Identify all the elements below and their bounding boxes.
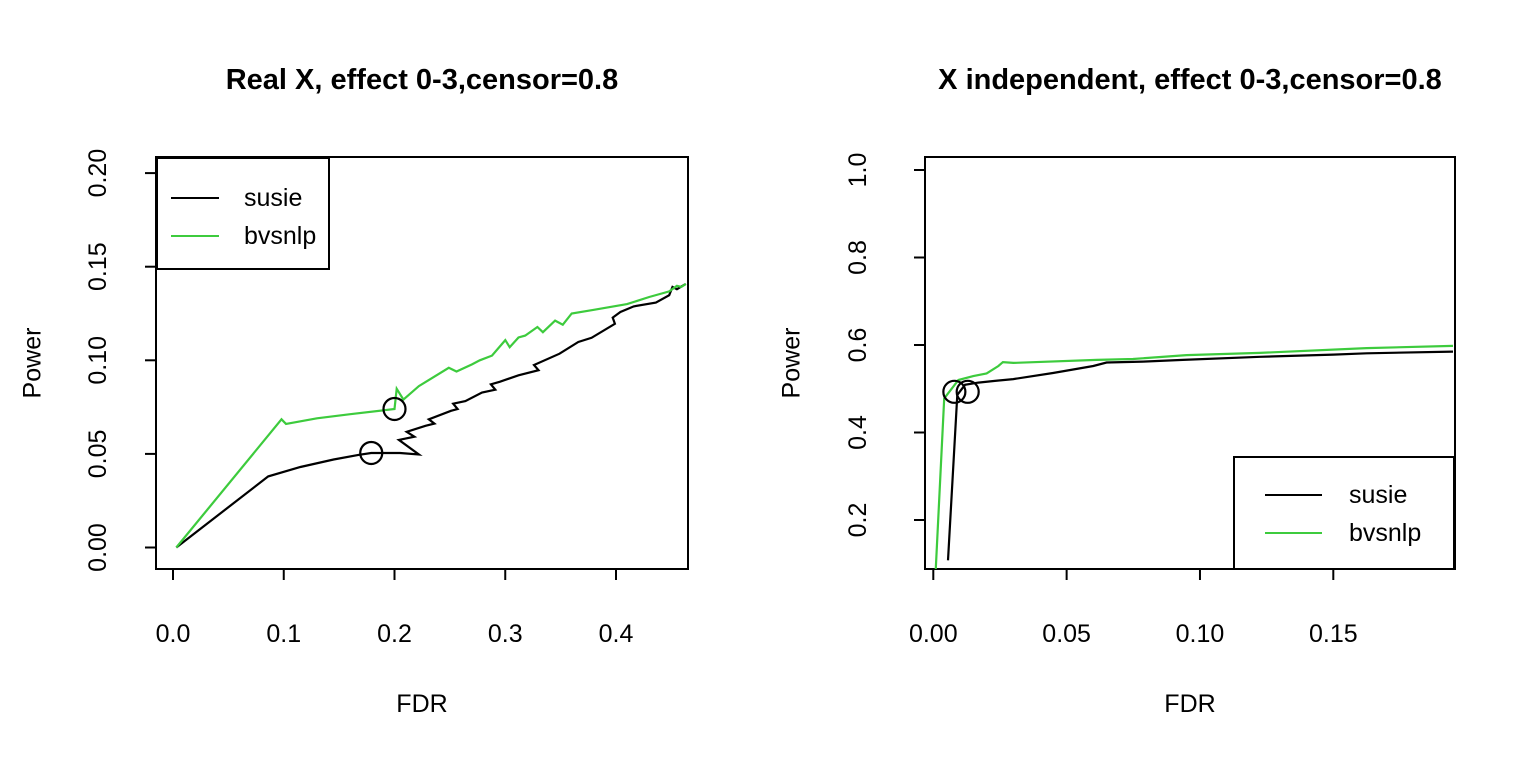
- x-axis: 0.0 0.1 0.2 0.3 0.4: [156, 569, 634, 648]
- susie-curve: [946, 350, 1454, 561]
- x-tick-label: 0.3: [488, 620, 523, 648]
- y-tick-label: 1.0: [844, 153, 872, 188]
- y-axis: 0.2 0.4 0.6 0.8 1.0: [844, 153, 925, 538]
- bvsnlp-threshold-marker: [382, 396, 407, 422]
- x-tick-label: 0.1: [266, 620, 301, 648]
- legend-entry-bvsnlp: bvsnlp: [1235, 514, 1453, 552]
- x-tick-label: 0.05: [1042, 620, 1091, 648]
- left-plot: 0.0 0.1 0.2 0.3 0.4 0.00 0.05 0.10 0.15 0.20: [84, 149, 689, 648]
- right-legend: susie bvsnlp: [1233, 456, 1455, 570]
- legend-label: bvsnlp: [244, 221, 317, 250]
- susie-curve: [175, 282, 687, 549]
- bvsnlp-threshold-marker: [942, 379, 967, 404]
- y-tick-label: 0.00: [84, 523, 112, 572]
- y-axis: 0.00 0.05 0.10 0.15 0.20: [84, 149, 156, 572]
- left-legend: susie bvsnlp: [156, 157, 330, 270]
- right-x-axis-label: FDR: [1164, 690, 1216, 718]
- bvsnlp-line-swatch: [1265, 532, 1322, 534]
- legend-label: bvsnlp: [1349, 518, 1422, 547]
- x-axis: 0.00 0.05 0.10 0.15: [909, 569, 1358, 648]
- plot-box: [924, 156, 1456, 570]
- susie-threshold-marker: [359, 440, 384, 466]
- right-chart-title: X independent, effect 0-3,censor=0.8: [938, 64, 1442, 96]
- plot-box: [155, 156, 689, 570]
- left-chart-title: Real X, effect 0-3,censor=0.8: [225, 64, 619, 96]
- y-tick-label: 0.4: [844, 415, 872, 450]
- x-tick-label: 0.4: [599, 620, 634, 648]
- y-tick-label: 0.20: [84, 149, 112, 198]
- y-tick-label: 0.2: [844, 503, 872, 538]
- susie-threshold-marker: [955, 379, 980, 404]
- y-tick-label: 0.15: [84, 242, 112, 291]
- x-tick-label: 0.15: [1309, 620, 1358, 648]
- y-tick-label: 0.8: [844, 240, 872, 275]
- susie-line-swatch: [1265, 494, 1322, 496]
- x-tick-label: 0.0: [156, 620, 191, 648]
- legend-entry-bvsnlp: bvsnlp: [158, 217, 328, 255]
- susie-line-swatch: [171, 197, 219, 199]
- legend-label: susie: [244, 183, 303, 212]
- bvsnlp-curve: [175, 282, 687, 549]
- y-tick-label: 0.6: [844, 328, 872, 363]
- right-plot: 0.00 0.05 0.10 0.15 0.2 0.4 0.6 0.8 1.0: [844, 153, 1456, 648]
- x-tick-label: 0.00: [909, 620, 958, 648]
- bvsnlp-line-swatch: [171, 235, 219, 237]
- x-tick-label: 0.2: [377, 620, 412, 648]
- left-y-axis-label: Power: [18, 327, 47, 399]
- legend-entry-susie: susie: [158, 179, 328, 217]
- legend-entry-susie: susie: [1235, 476, 1453, 514]
- bvsnlp-curve: [934, 344, 1454, 569]
- y-tick-label: 0.05: [84, 430, 112, 479]
- right-y-axis-label: Power: [777, 327, 806, 399]
- left-x-axis-label: FDR: [396, 690, 448, 718]
- x-tick-label: 0.10: [1176, 620, 1225, 648]
- legend-label: susie: [1349, 480, 1408, 509]
- y-tick-label: 0.10: [84, 336, 112, 385]
